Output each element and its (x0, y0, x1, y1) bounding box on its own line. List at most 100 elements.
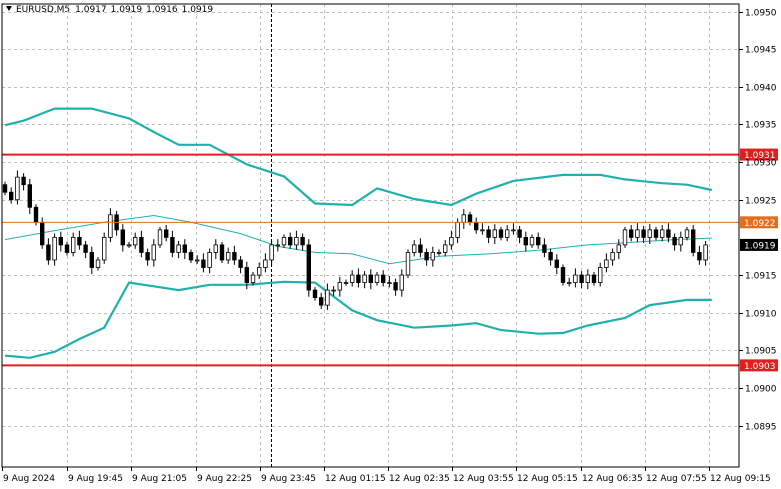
candle-body (225, 252, 231, 261)
candle-body (418, 244, 423, 253)
candle (269, 240, 274, 266)
candle-body (46, 244, 51, 261)
chart-menu-triangle-icon[interactable] (6, 6, 12, 11)
candle-body (349, 274, 355, 283)
x-tick-label: 12 Aug 05:15 (517, 474, 578, 484)
candle-body (176, 244, 181, 253)
candle (343, 279, 349, 286)
x-tick-label: 12 Aug 06:35 (582, 474, 643, 484)
candle-body (542, 244, 547, 253)
candle (424, 248, 429, 266)
candle-body (622, 229, 628, 246)
candle (418, 238, 423, 258)
candle (629, 225, 634, 242)
candle (647, 224, 652, 245)
plot-frame (1, 3, 740, 468)
candle-body (269, 244, 274, 261)
candle (368, 269, 373, 290)
candle-body (83, 244, 88, 253)
candle-body (492, 229, 497, 238)
candle-body (529, 236, 535, 246)
candle-body (145, 252, 150, 261)
candle (393, 278, 398, 296)
candle-body (207, 252, 212, 268)
bollinger-upper-line (4, 107, 713, 207)
candle-body (449, 236, 454, 246)
candle (126, 241, 132, 248)
candle (132, 232, 138, 249)
candle (225, 247, 231, 264)
low-price: 1.0916 (146, 5, 178, 15)
candle-body (424, 252, 429, 261)
candle (473, 217, 479, 234)
level-label: 1.0903 (744, 362, 776, 372)
horizontal-levels[interactable]: 1.0931 1.0922 1.0903 (2, 148, 778, 372)
candle-body (480, 229, 485, 232)
candle (536, 232, 541, 249)
candle (263, 253, 268, 273)
candle-body (567, 282, 572, 284)
candle-body (58, 236, 63, 246)
x-tick-label: 9 Aug 21:05 (132, 474, 187, 484)
candle (517, 225, 522, 244)
candle (89, 246, 94, 275)
candle-body (201, 259, 206, 268)
candle (560, 264, 566, 286)
candle (349, 270, 355, 287)
candle (2, 181, 8, 196)
candle-body (629, 229, 634, 238)
high-price: 1.0919 (110, 5, 143, 15)
candle (635, 223, 640, 243)
chart-axes: 1.09501.09451.09401.09351.09301.09251.09… (1, 3, 778, 484)
y-tick-label: 1.0930 (745, 159, 777, 169)
candle-body (256, 267, 262, 276)
candle (399, 269, 404, 297)
candle (697, 245, 702, 265)
candle (411, 240, 417, 257)
candle-body (33, 206, 39, 223)
candlesticks (2, 170, 708, 310)
candle-body (393, 282, 398, 291)
candle-body (244, 267, 249, 283)
candle-body (151, 244, 156, 261)
open-price: 1.0917 (75, 5, 107, 15)
candle (219, 241, 225, 263)
candle (213, 239, 218, 260)
candle-body (337, 282, 342, 291)
candle-body (511, 229, 516, 232)
candle-body (126, 244, 132, 247)
candle-body (691, 229, 696, 253)
candle-body (163, 229, 169, 238)
x-tick-label: 9 Aug 19:45 (68, 474, 123, 484)
bollinger-lower-line (4, 280, 712, 359)
candle-body (232, 252, 237, 261)
y-tick-label: 1.0910 (745, 310, 777, 320)
candle-body (2, 184, 8, 193)
candle-body (610, 252, 615, 261)
candle-body (157, 229, 163, 246)
x-tick-label: 12 Aug 07:55 (646, 474, 707, 484)
candle-body (585, 274, 590, 283)
candle (461, 209, 466, 229)
candle-body (325, 289, 330, 306)
candle-body (697, 252, 702, 261)
candle-body (71, 236, 76, 253)
candle-body (536, 236, 541, 246)
x-tick-label: 9 Aug 2024 (3, 474, 55, 484)
candle (52, 233, 57, 266)
candle-body (666, 229, 671, 238)
candle-body (641, 229, 646, 238)
candle (256, 262, 262, 279)
candle-body (399, 274, 404, 291)
candle (380, 270, 386, 287)
y-tick-label: 1.0950 (745, 9, 777, 19)
candle-body (430, 252, 435, 261)
candle (244, 261, 249, 290)
candle (374, 272, 380, 286)
candle (573, 268, 578, 288)
candle (170, 230, 175, 258)
y-tick-label: 1.0895 (745, 423, 777, 433)
candle-body (194, 259, 200, 262)
candle-body (517, 229, 522, 238)
